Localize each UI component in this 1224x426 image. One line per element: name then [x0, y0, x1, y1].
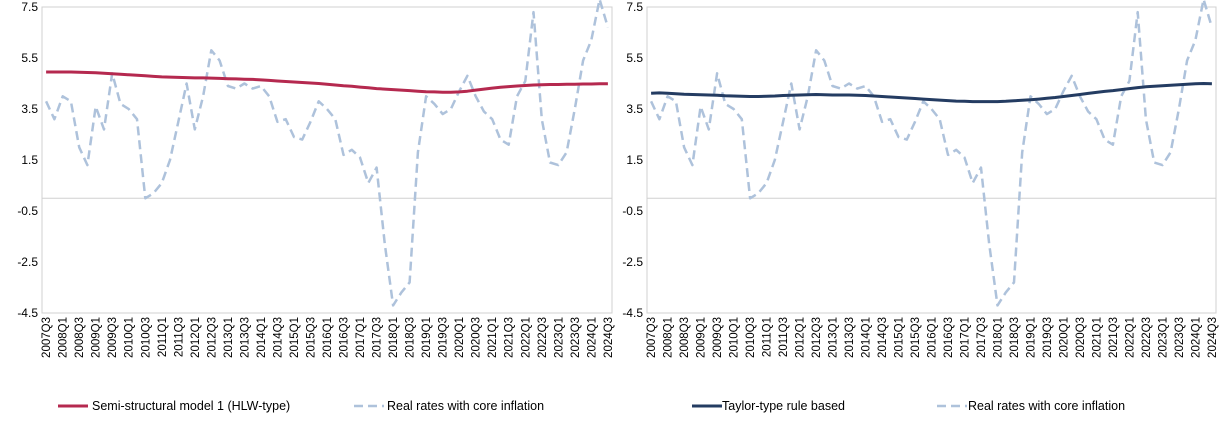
y-tick-label: -0.5 [17, 204, 38, 218]
x-tick-label: 2024Q3 [1207, 317, 1219, 358]
x-tick-label: 2014Q1 [256, 317, 268, 358]
x-tick-label: 2012Q3 [811, 317, 823, 358]
x-tick-label: 2024Q1 [1190, 317, 1202, 358]
legend-label: Taylor-type rule based [722, 399, 845, 413]
plot-area-border [41, 6, 613, 314]
y-tick-label: 1.5 [626, 153, 643, 167]
x-tick-label: 2008Q1 [58, 317, 70, 358]
x-tick-label: 2023Q3 [1174, 317, 1186, 358]
x-tick-label: 2011Q1 [762, 317, 774, 357]
x-tick-label: 2015Q1 [289, 317, 301, 358]
x-tick-label: 2021Q1 [1091, 317, 1103, 358]
legend-label: Semi-structural model 1 (HLW-type) [92, 399, 290, 413]
x-tick-label: 2024Q3 [603, 317, 615, 358]
x-tick-label: 2008Q3 [74, 317, 86, 358]
x-tick-label: 2011Q1 [157, 317, 169, 357]
y-tick-label: 1.5 [21, 153, 38, 167]
x-tick-label: 2019Q3 [1042, 317, 1054, 358]
y-tick-label: 7.5 [626, 0, 643, 14]
plot-area-border [646, 6, 1217, 314]
y-tick-label: 3.5 [21, 102, 38, 116]
series-line [46, 70, 608, 94]
legend-label: Real rates with core inflation [968, 399, 1125, 413]
x-tick-label: 2011Q3 [173, 317, 185, 357]
x-tick-label: 2009Q1 [91, 317, 103, 358]
x-tick-label: 2014Q3 [877, 317, 889, 358]
x-tick-label: 2007Q3 [646, 317, 658, 358]
y-tick-label: -4.5 [622, 306, 643, 320]
x-tick-label: 2010Q3 [745, 317, 757, 358]
x-tick-label: 2024Q1 [586, 317, 598, 358]
x-tick-label: 2009Q3 [712, 317, 724, 358]
x-tick-label: 2009Q1 [696, 317, 708, 358]
x-tick-label: 2015Q1 [894, 317, 906, 358]
x-tick-label: 2019Q1 [1025, 317, 1037, 358]
x-tick-label: 2023Q1 [553, 317, 565, 358]
x-tick-label: 2020Q3 [1075, 317, 1087, 358]
x-tick-label: 2020Q1 [1058, 317, 1070, 358]
x-tick-label: 2017Q1 [355, 317, 367, 358]
x-tick-label: 2012Q1 [795, 317, 807, 358]
x-tick-label: 2017Q1 [959, 317, 971, 358]
x-tick-label: 2018Q3 [1009, 317, 1021, 358]
x-tick-label: 2014Q3 [272, 317, 284, 358]
x-tick-label: 2009Q3 [107, 317, 119, 358]
y-tick-label: -0.5 [622, 204, 643, 218]
x-tick-label: 2018Q1 [388, 317, 400, 358]
x-tick-label: 2023Q3 [570, 317, 582, 358]
x-tick-label: 2015Q3 [910, 317, 922, 358]
y-tick-label: 5.5 [21, 51, 38, 65]
x-tick-label: 2016Q3 [943, 317, 955, 358]
x-tick-label: 2016Q1 [322, 317, 334, 358]
y-tick-label: 5.5 [626, 51, 643, 65]
x-tick-label: 2013Q3 [239, 317, 251, 358]
y-tick-label: 3.5 [626, 102, 643, 116]
x-tick-label: 2010Q1 [124, 317, 136, 358]
x-tick-label: 2010Q1 [729, 317, 741, 358]
x-tick-label: 2022Q3 [537, 317, 549, 358]
x-tick-label: 2017Q3 [976, 317, 988, 358]
series-line [651, 82, 1212, 104]
x-tick-label: 2013Q1 [828, 317, 840, 358]
x-tick-label: 2021Q1 [487, 317, 499, 358]
x-tick-label: 2012Q1 [190, 317, 202, 358]
x-tick-label: 2017Q3 [372, 317, 384, 358]
x-tick-label: 2022Q3 [1141, 317, 1153, 358]
x-tick-label: 2019Q3 [438, 317, 450, 358]
x-tick-label: 2018Q1 [992, 317, 1004, 358]
x-tick-label: 2023Q1 [1157, 317, 1169, 358]
series-line [649, 0, 1214, 307]
x-tick-label: 2019Q1 [421, 317, 433, 358]
x-tick-label: 2010Q3 [140, 317, 152, 358]
x-tick-label: 2022Q1 [1124, 317, 1136, 358]
x-tick-label: 2018Q3 [405, 317, 417, 358]
x-tick-label: 2016Q3 [339, 317, 351, 358]
x-tick-label: 2016Q1 [927, 317, 939, 358]
x-tick-label: 2020Q3 [471, 317, 483, 358]
x-tick-label: 2008Q1 [663, 317, 675, 358]
y-tick-label: 7.5 [21, 0, 38, 14]
x-tick-label: 2014Q1 [861, 317, 873, 358]
x-tick-label: 2008Q3 [679, 317, 691, 358]
x-tick-label: 2007Q3 [41, 317, 53, 358]
x-tick-label: 2020Q1 [454, 317, 466, 358]
series-line [44, 0, 610, 307]
x-tick-label: 2015Q3 [305, 317, 317, 358]
x-tick-label: 2012Q3 [206, 317, 218, 358]
x-tick-label: 2013Q1 [223, 317, 235, 358]
x-tick-label: 2013Q3 [844, 317, 856, 358]
x-tick-label: 2021Q3 [1108, 317, 1120, 358]
y-tick-label: -2.5 [17, 255, 38, 269]
x-tick-label: 2022Q1 [520, 317, 532, 358]
x-tick-label: 2011Q3 [778, 317, 790, 357]
y-tick-label: -2.5 [622, 255, 643, 269]
x-tick-label: 2021Q3 [504, 317, 516, 358]
legend-label: Real rates with core inflation [387, 399, 544, 413]
y-tick-label: -4.5 [17, 306, 38, 320]
